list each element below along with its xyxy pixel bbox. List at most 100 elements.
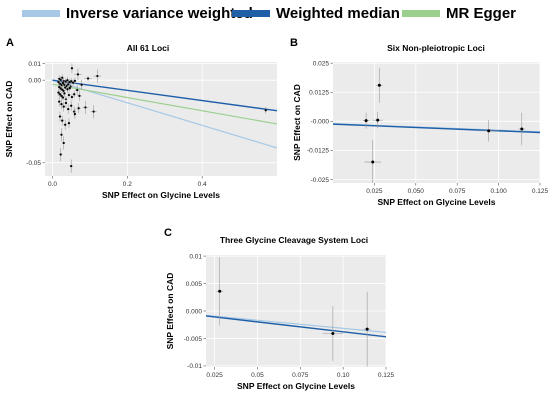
legend-swatch-ivw [22, 9, 60, 17]
data-point-a [84, 106, 87, 109]
data-point-c [365, 327, 369, 331]
data-point-b [371, 160, 375, 164]
legend-label-weighted-median: Weighted median [276, 4, 400, 22]
x-tick-label-c: 0.025 [206, 372, 223, 379]
legend-swatch-weighted-median [232, 9, 270, 17]
data-point-a [67, 93, 71, 97]
data-point-a [59, 87, 62, 90]
data-point-a [73, 112, 77, 116]
x-axis-title-a: SNP Effect on Glycine Levels [102, 190, 220, 200]
data-point-a [58, 115, 62, 118]
data-point-a [70, 80, 73, 83]
y-axis-title-a: SNP Effect on CAD [4, 81, 14, 158]
data-point-a [60, 103, 63, 106]
panel-b: 0.025 0.050 0.075 0.100 0.125 0.025 0.0125 -0.0… [290, 37, 549, 207]
data-point-a [61, 88, 64, 91]
data-point-a [66, 88, 69, 91]
data-point-a [76, 73, 80, 76]
data-point-a [61, 96, 65, 99]
x-tick-label-b: 0.100 [490, 188, 507, 195]
y-tick-label-c: -0.01 [187, 363, 202, 370]
x-tick-label-b: 0.050 [408, 188, 425, 195]
x-axis-title-b: SNP Effect on Glycine Levels [378, 197, 496, 207]
data-point-a [77, 107, 80, 110]
legend-label-ivw: Inverse variance weighted [66, 4, 253, 22]
data-point-a [70, 104, 73, 107]
data-point-a [73, 79, 77, 82]
x-tick-label-a: 0.4 [198, 181, 207, 188]
legend-item-ivw: Inverse variance weighted [22, 4, 253, 22]
x-tick-label-a: 0.0 [48, 181, 57, 188]
data-points-b [362, 67, 526, 183]
data-point-a [71, 81, 75, 84]
y-tick-label-a: -0.05 [26, 160, 41, 167]
panel-a: 0.0 0.2 0.4 -0.05 0.00 0.01 A All 61 Loci SNP Ef… [4, 37, 277, 200]
data-point-a [80, 83, 83, 86]
panel-title-a: All 61 Loci [127, 43, 170, 53]
data-point-c [331, 332, 335, 336]
data-point-a [58, 100, 61, 103]
data-point-a [64, 123, 67, 126]
y-tick-label-c: 0.01 [189, 253, 202, 260]
data-point-a [66, 79, 69, 82]
data-point-a [73, 93, 76, 96]
data-point-a [64, 86, 67, 89]
data-point-b [487, 129, 491, 133]
data-point-a [64, 101, 68, 105]
data-point-a [67, 107, 70, 111]
data-point-a [70, 164, 73, 168]
data-point-a [62, 141, 65, 145]
y-axis-title-c: SNP Effect on CAD [165, 273, 175, 350]
regression-lines-b [333, 123, 540, 134]
data-point-b [520, 127, 524, 131]
data-point-b [364, 119, 368, 123]
data-point-a [64, 80, 67, 83]
data-point-a [63, 92, 66, 95]
regression-line-weighted-median-a [52, 79, 277, 112]
panel-letter-c: C [164, 227, 172, 239]
data-point-a [58, 93, 62, 96]
plot-background-b [333, 62, 540, 183]
x-tick-label-a: 0.2 [123, 181, 132, 188]
panel-letter-a: A [6, 37, 14, 49]
regression-line-weighted-median-b [333, 123, 540, 134]
data-point-a [78, 94, 81, 97]
panel-title-c: Three Glycine Cleavage System Loci [220, 235, 368, 245]
y-tick-label-a: 0.00 [28, 77, 41, 84]
legend-item-mr-egger: MR Egger [402, 4, 516, 22]
y-tick-label-b: -0.0125 [307, 148, 329, 155]
regression-lines-c [206, 314, 386, 338]
data-point-a [67, 83, 70, 86]
data-point-a [92, 110, 95, 113]
x-tick-label-b: 0.125 [532, 188, 549, 195]
data-point-a [58, 86, 61, 89]
y-tick-label-b: 0.0125 [309, 90, 329, 97]
data-point-a [59, 78, 62, 81]
regression-line-inverse-variance-weighted-c [206, 314, 386, 334]
data-point-a [68, 81, 71, 84]
y-tick-label-b: -0.000 [311, 119, 330, 126]
data-point-a [68, 87, 71, 90]
data-point-a [76, 88, 79, 92]
data-point-a [57, 81, 60, 84]
data-point-a [61, 76, 64, 79]
y-tick-label-c: -0.005 [184, 336, 203, 343]
panel-title-b: Six Non-pleiotropic Loci [387, 43, 485, 53]
data-point-a [264, 109, 267, 112]
data-point-a [61, 119, 64, 122]
x-tick-label-c: 0.075 [292, 372, 309, 379]
data-point-a [59, 153, 62, 156]
data-points-c [216, 257, 371, 367]
x-tick-label-c: 0.05 [251, 372, 264, 379]
data-points-a [56, 63, 268, 173]
regression-line-mr-egger-a [52, 83, 277, 125]
data-point-a [70, 95, 74, 99]
legend: Inverse variance weighted Weighted media… [0, 0, 550, 26]
y-tick-label-a: 0.01 [28, 61, 41, 68]
data-point-a [57, 91, 60, 94]
y-tick-label-b: 0.025 [313, 60, 330, 67]
panel-c: 0.025 0.05 0.075 0.10 0.125 0.01 0.005 0.000 -0.… [164, 227, 395, 391]
x-tick-label-c: 0.10 [337, 372, 350, 379]
data-point-a [61, 82, 65, 85]
y-tick-label-b: -0.025 [311, 177, 330, 184]
